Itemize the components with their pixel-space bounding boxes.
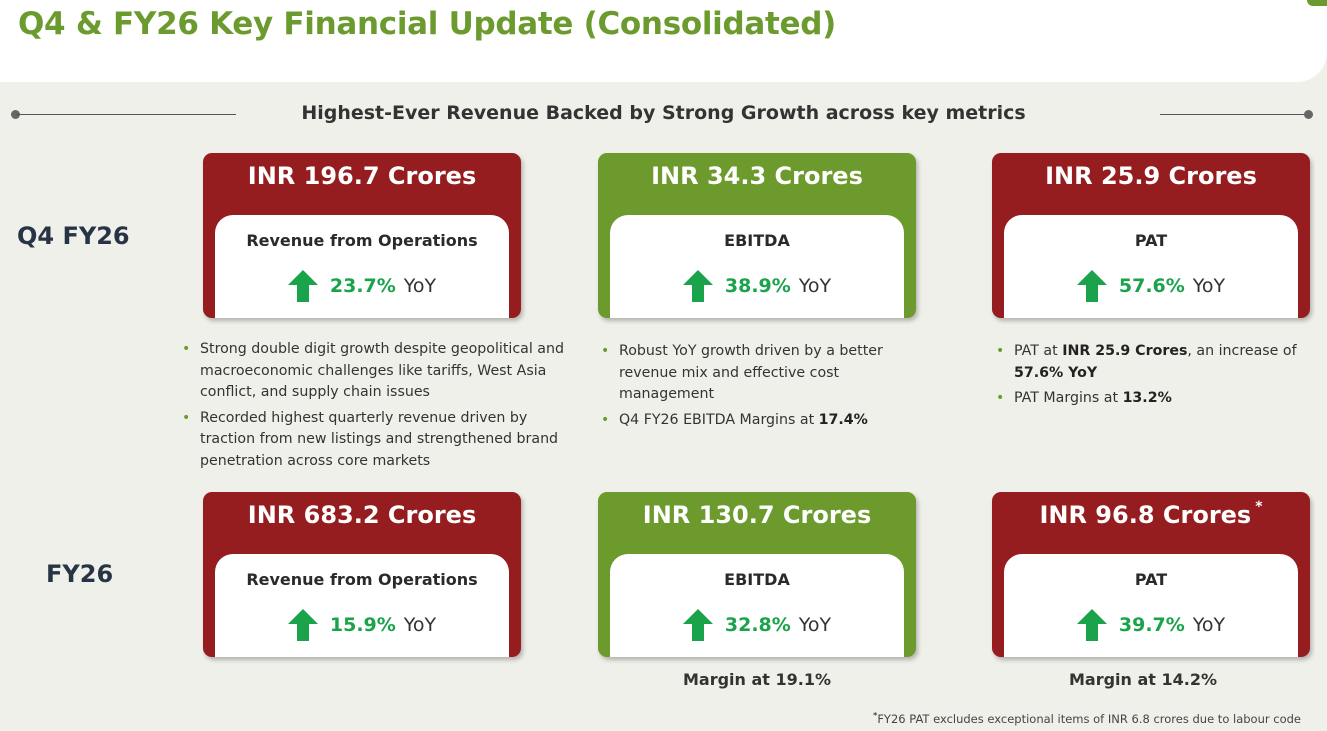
up-arrow-icon — [287, 609, 318, 641]
growth-percent: 39.7% — [1118, 614, 1185, 636]
growth-yoy: YoY — [403, 614, 437, 636]
bullet-text: Q4 FY26 EBITDA Margins at — [619, 411, 819, 428]
bullet-text: PAT at — [1014, 343, 1063, 359]
fy-revenue-card: INR 683.2 Crores Revenue from Operations… — [203, 492, 521, 657]
growth-row: 15.9% YoY — [215, 609, 509, 641]
growth-yoy: YoY — [798, 275, 832, 297]
q4-ebitda-card: INR 34.3 Crores EBITDA 38.9% YoY — [598, 153, 916, 318]
row-label-fy: FY26 — [46, 560, 114, 588]
growth-percent: 32.8% — [724, 614, 791, 636]
subtitle-row: Highest-Ever Revenue Backed by Strong Gr… — [0, 98, 1327, 132]
growth-percent: 15.9% — [329, 614, 396, 636]
row-label-q4: Q4 FY26 — [17, 222, 130, 250]
q4-revenue-card: INR 196.7 Crores Revenue from Operations… — [203, 153, 521, 318]
section-subtitle: Highest-Ever Revenue Backed by Strong Gr… — [301, 102, 1026, 124]
list-item: Recorded highest quarterly revenue drive… — [180, 408, 565, 473]
footnote-mark: * — [873, 711, 878, 720]
bullet-value: 17.4% — [818, 411, 868, 428]
card-inner: PAT 39.7% YoY — [1004, 554, 1298, 657]
ebitda-margin-note: Margin at 19.1% — [682, 670, 832, 689]
card-amount: INR 96.8 Crores * — [992, 499, 1310, 529]
card-amount: INR 683.2 Crores — [247, 501, 477, 529]
corner-accent — [1307, 0, 1327, 6]
up-arrow-icon — [1076, 609, 1107, 641]
right-rule-dot — [1304, 110, 1313, 119]
bullet-text: PAT Margins at — [1014, 390, 1123, 406]
amount-text: INR 96.8 Crores — [1039, 501, 1252, 529]
card-amount: INR 25.9 Crores — [1045, 162, 1257, 190]
metric-name: Revenue from Operations — [246, 570, 478, 589]
card-inner: Revenue from Operations 23.7% YoY — [215, 215, 509, 318]
growth-percent: 57.6% — [1118, 275, 1185, 297]
footnote-text: FY26 PAT excludes exceptional items of I… — [877, 711, 1301, 726]
list-item: Strong double digit growth despite geopo… — [180, 339, 565, 404]
bullet-value: INR 25.9 Crores — [1062, 343, 1188, 359]
up-arrow-icon — [682, 609, 713, 641]
metric-name: EBITDA — [724, 231, 790, 250]
fy-pat-card: INR 96.8 Crores * PAT 39.7% YoY — [992, 492, 1310, 657]
page-title: Q4 & FY26 Key Financial Update (Consolid… — [18, 6, 837, 42]
growth-percent: 23.7% — [329, 275, 396, 297]
bullet-value: 57.6% YoY — [1014, 364, 1098, 381]
up-arrow-icon — [287, 270, 318, 302]
card-amount: INR 34.3 Crores — [651, 162, 863, 190]
list-item: Q4 FY26 EBITDA Margins at 17.4% — [599, 410, 929, 432]
up-arrow-icon — [682, 270, 713, 302]
card-inner: EBITDA 38.9% YoY — [610, 215, 904, 318]
metric-name: Revenue from Operations — [246, 231, 478, 250]
card-inner: PAT 57.6% YoY — [1004, 215, 1298, 318]
left-rule-dot — [11, 110, 20, 119]
list-item: PAT at INR 25.9 Crores, an increase of 5… — [994, 341, 1314, 384]
metric-name: PAT — [1134, 570, 1168, 589]
list-item: Robust YoY growth driven by a better rev… — [599, 341, 929, 406]
metric-name: EBITDA — [724, 570, 790, 589]
growth-yoy: YoY — [1192, 614, 1226, 636]
bullet-value: 13.2% — [1122, 390, 1172, 406]
growth-row: 32.8% YoY — [610, 609, 904, 641]
header-bar: Q4 & FY26 Key Financial Update (Consolid… — [0, 0, 1327, 82]
growth-row: 57.6% YoY — [1004, 270, 1298, 302]
growth-yoy: YoY — [798, 614, 832, 636]
card-amount: INR 196.7 Crores — [247, 162, 477, 190]
list-item: PAT Margins at 13.2% — [994, 388, 1314, 410]
revenue-bullets: Strong double digit growth despite geopo… — [180, 339, 565, 476]
growth-row: 39.7% YoY — [1004, 609, 1298, 641]
growth-percent: 38.9% — [724, 275, 791, 297]
asterisk-mark: * — [1255, 499, 1263, 515]
q4-pat-card: INR 25.9 Crores PAT 57.6% YoY — [992, 153, 1310, 318]
ebitda-bullets: Robust YoY growth driven by a better rev… — [599, 341, 929, 435]
card-amount: INR 130.7 Crores — [642, 501, 872, 529]
growth-yoy: YoY — [1192, 275, 1226, 297]
fy-ebitda-card: INR 130.7 Crores EBITDA 32.8% YoY — [598, 492, 916, 657]
left-rule — [16, 114, 236, 115]
card-inner: Revenue from Operations 15.9% YoY — [215, 554, 509, 657]
pat-bullets: PAT at INR 25.9 Crores, an increase of 5… — [994, 341, 1314, 414]
growth-yoy: YoY — [403, 275, 437, 297]
footnote: *FY26 PAT excludes exceptional items of … — [873, 711, 1301, 726]
growth-row: 38.9% YoY — [610, 270, 904, 302]
metric-name: PAT — [1134, 231, 1168, 250]
right-rule — [1160, 114, 1308, 115]
growth-row: 23.7% YoY — [215, 270, 509, 302]
pat-margin-note: Margin at 14.2% — [1068, 670, 1218, 689]
up-arrow-icon — [1076, 270, 1107, 302]
card-inner: EBITDA 32.8% YoY — [610, 554, 904, 657]
bullet-text: , an increase of — [1187, 343, 1297, 359]
